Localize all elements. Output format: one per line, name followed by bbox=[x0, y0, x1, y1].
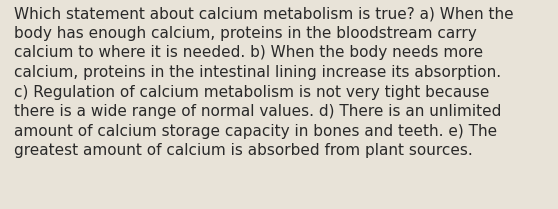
Text: Which statement about calcium metabolism is true? a) When the
body has enough ca: Which statement about calcium metabolism… bbox=[14, 6, 513, 158]
